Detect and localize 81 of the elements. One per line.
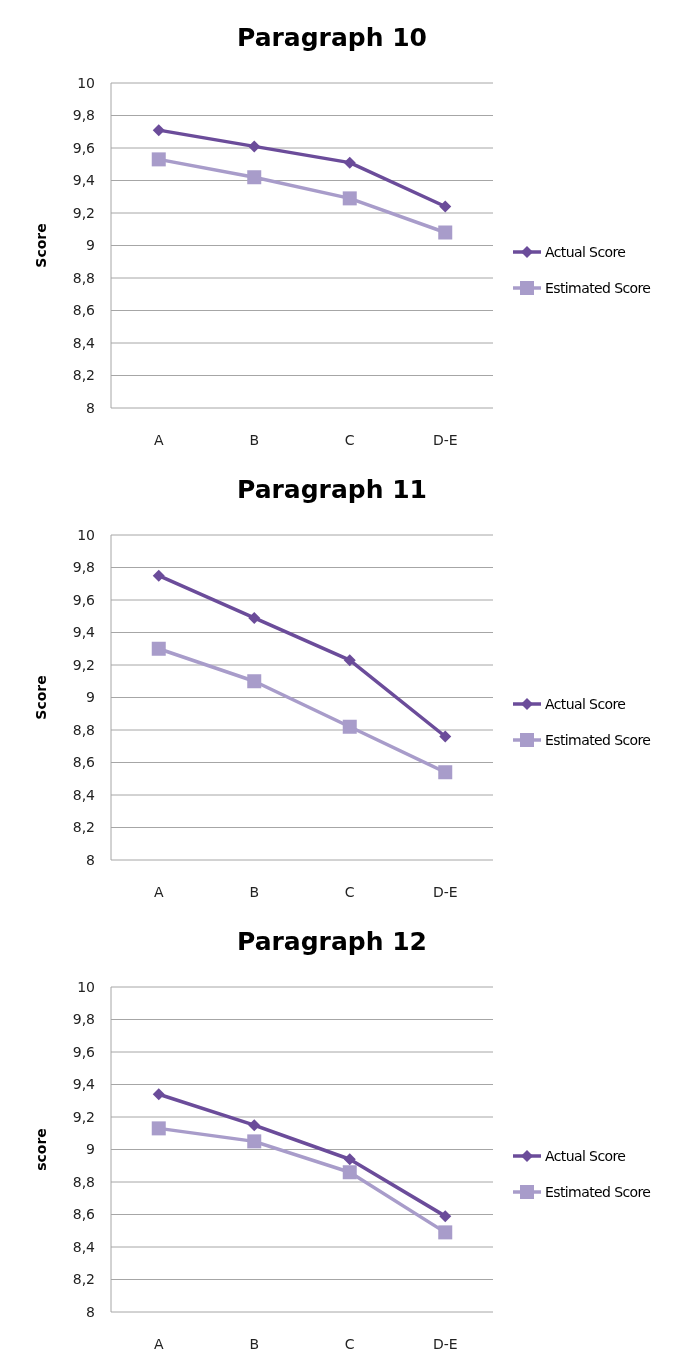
- point: [248, 1119, 261, 1132]
- y-tick-label: 8: [86, 399, 95, 416]
- point: [247, 674, 262, 689]
- y-axis-title: Score: [33, 223, 49, 268]
- y-tick-label: 9,6: [72, 591, 96, 608]
- legend-label: Actual Score: [545, 1147, 626, 1164]
- y-tick-label: 8,8: [72, 721, 95, 738]
- chart-title: Paragraph 11: [236, 475, 428, 504]
- y-tick-label: 9,6: [72, 1043, 96, 1060]
- y-tick-label: 8: [86, 851, 95, 868]
- point: [343, 156, 356, 169]
- x-tick-label: C: [344, 1336, 355, 1352]
- point: [151, 1121, 166, 1136]
- point: [438, 225, 453, 240]
- point: [439, 730, 452, 743]
- y-tick-label: 9: [86, 237, 95, 254]
- y-tick-label: 8,6: [72, 754, 96, 771]
- x-tick-label: A: [153, 432, 164, 448]
- point: [342, 719, 357, 734]
- legend-label: Estimated Score: [545, 1183, 651, 1200]
- y-tick-label: 10: [77, 978, 95, 995]
- y-tick-label: 9,2: [72, 1108, 95, 1125]
- point: [248, 140, 261, 153]
- x-tick-label: A: [153, 1336, 164, 1352]
- x-tick-label: C: [344, 884, 355, 900]
- point: [152, 124, 165, 137]
- y-tick-label: 9,2: [72, 204, 95, 221]
- point: [247, 170, 262, 185]
- y-tick-label: 8,6: [72, 302, 96, 319]
- y-tick-label: 8: [86, 1303, 95, 1320]
- y-tick-label: 9,4: [72, 1076, 96, 1093]
- y-axis-title: score: [33, 1128, 49, 1171]
- legend-label: Actual Score: [545, 695, 626, 712]
- x-tick-label: B: [249, 884, 260, 900]
- point: [152, 569, 165, 582]
- point: [342, 191, 357, 206]
- y-tick-label: 9,8: [72, 559, 95, 576]
- x-tick-label: A: [153, 884, 164, 900]
- y-tick-label: 8,4: [72, 334, 96, 351]
- y-tick-label: 9,4: [72, 172, 96, 189]
- chart-title: Paragraph 12: [236, 927, 428, 956]
- y-tick-label: 9,8: [72, 107, 95, 124]
- y-tick-label: 8,2: [72, 1271, 95, 1288]
- y-tick-label: 9,8: [72, 1011, 95, 1028]
- y-tick-label: 8,8: [72, 269, 95, 286]
- y-tick-label: 8,8: [72, 1173, 95, 1190]
- point: [343, 1153, 356, 1166]
- y-tick-label: 9: [86, 1141, 95, 1158]
- y-tick-label: 8,2: [72, 367, 95, 384]
- point: [247, 1134, 262, 1149]
- y-tick-label: 10: [77, 74, 95, 91]
- point: [438, 1225, 453, 1240]
- x-tick-label: D-E: [432, 432, 458, 448]
- y-tick-label: 8,6: [72, 1206, 96, 1223]
- point: [151, 152, 166, 167]
- point: [151, 641, 166, 656]
- point: [343, 654, 356, 667]
- x-tick-label: D-E: [432, 1336, 458, 1352]
- point: [438, 765, 453, 780]
- point: [439, 200, 452, 213]
- point: [152, 1088, 165, 1101]
- y-axis-title: Score: [33, 675, 49, 720]
- y-tick-label: 9,4: [72, 624, 96, 641]
- x-tick-label: B: [249, 1336, 260, 1352]
- y-tick-label: 8,2: [72, 819, 95, 836]
- y-tick-label: 9,6: [72, 139, 96, 156]
- x-tick-label: C: [344, 432, 355, 448]
- x-tick-label: D-E: [432, 884, 458, 900]
- point: [342, 1165, 357, 1180]
- y-tick-label: 9,2: [72, 656, 95, 673]
- y-tick-label: 8,4: [72, 1238, 96, 1255]
- x-tick-label: B: [249, 432, 260, 448]
- point: [439, 1210, 452, 1223]
- point: [248, 611, 261, 624]
- legend-label: Estimated Score: [545, 279, 651, 296]
- legend-label: Actual Score: [545, 243, 626, 260]
- y-tick-label: 10: [77, 526, 95, 543]
- chart-title: Paragraph 10: [236, 23, 428, 52]
- legend-label: Estimated Score: [545, 731, 651, 748]
- y-tick-label: 8,4: [72, 786, 96, 803]
- y-tick-label: 9: [86, 689, 95, 706]
